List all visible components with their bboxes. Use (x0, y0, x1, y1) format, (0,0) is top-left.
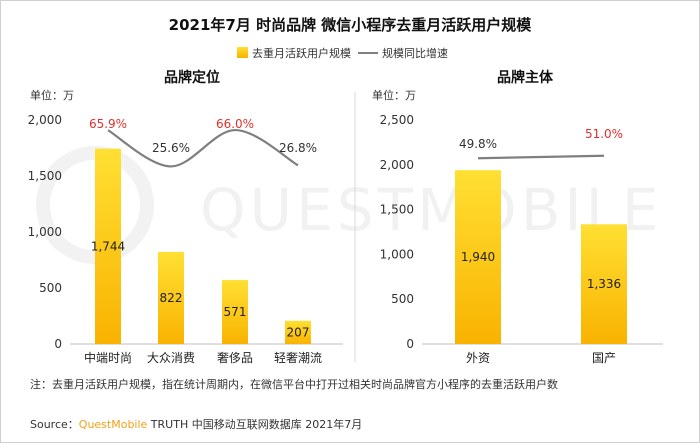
panel-brand-ownership: 品牌主体 单位：万 0 500 1,000 1,500 2,000 2,500 1,940… (372, 69, 663, 365)
unit-label: 单位：万 (30, 88, 74, 102)
footnote: 注：去重月活跃用户规模，指在统计周期内，在微信平台中打开过相关时尚品牌官方小程序… (30, 377, 558, 391)
y-tick-label: 0 (54, 337, 62, 351)
bar (581, 224, 627, 344)
category-labels: 外资 国产 (466, 351, 616, 365)
category-label: 国产 (592, 351, 616, 365)
y-tick-label: 1,000 (380, 247, 414, 261)
bar (285, 320, 311, 344)
bar-value-label: 571 (224, 305, 247, 319)
bar-value-label: 1,940 (461, 250, 495, 264)
growth-line-path (107, 128, 299, 168)
growth-rate-label: 25.6% (152, 141, 190, 155)
y-tick-label: 1,500 (28, 169, 62, 183)
growth-rate-label: 65.9% (89, 117, 127, 131)
y-tick-label: 2,000 (28, 113, 62, 127)
bar-value-label: 822 (160, 291, 183, 305)
source-brand: QuestMobile (79, 418, 148, 431)
category-label: 大众消费 (147, 351, 195, 365)
growth-rate-label: 66.0% (216, 117, 254, 131)
growth-labels: 49.8% 51.0% (459, 127, 623, 151)
y-axis-ticks: 0 500 1,000 1,500 2,000 (28, 113, 62, 351)
source-line: Source：QuestMobile TRUTH 中国移动互联网数据库 2021… (30, 417, 362, 431)
y-tick-label: 2,000 (380, 158, 414, 172)
category-label: 奢侈品 (217, 351, 253, 365)
growth-rate-label: 51.0% (585, 127, 623, 141)
bar-group (95, 148, 311, 344)
category-labels: 中端时尚 大众消费 奢侈品 轻奢潮流 (84, 350, 322, 365)
y-tick-label: 1,500 (380, 203, 414, 217)
category-label: 外资 (466, 351, 490, 365)
source-rest: TRUTH 中国移动互联网数据库 2021年7月 (147, 417, 362, 431)
bar-value-label: 1,744 (91, 239, 125, 253)
category-label: 轻奢潮流 (274, 350, 322, 365)
unit-label: 单位：万 (372, 88, 416, 102)
growth-labels: 65.9% 25.6% 66.0% 26.8% (89, 117, 317, 155)
chart-title: 2021年7月 时尚品牌 微信小程序去重月活跃用户规模 (169, 16, 533, 34)
legend-bar-label: 去重月活跃用户规模 (252, 46, 351, 60)
bar-value-label: 1,336 (587, 277, 621, 291)
y-tick-label: 500 (391, 292, 414, 306)
value-labels: 1,744 822 571 207 (91, 239, 310, 339)
y-tick-label: 2,500 (380, 113, 414, 127)
legend: 去重月活跃用户规模 规模同比增速 (237, 46, 448, 60)
growth-line-path (477, 154, 605, 160)
growth-rate-label: 26.8% (279, 141, 317, 155)
bar (158, 251, 184, 344)
category-label: 中端时尚 (84, 350, 132, 365)
bar-group (455, 170, 627, 344)
y-tick-label: 1,000 (28, 225, 62, 239)
legend-line-label: 规模同比增速 (382, 46, 448, 60)
growth-line (107, 128, 299, 168)
panel-title: 品牌主体 (497, 69, 554, 86)
bar-value-label: 207 (287, 325, 310, 339)
bar (95, 148, 121, 344)
bar (222, 280, 248, 344)
growth-rate-label: 49.8% (459, 137, 497, 151)
bar (455, 170, 501, 344)
growth-line (477, 154, 605, 160)
y-axis-ticks: 0 500 1,000 1,500 2,000 2,500 (380, 113, 414, 351)
value-labels: 1,940 1,336 (461, 250, 621, 291)
y-tick-label: 500 (39, 281, 62, 295)
source-prefix: Source： (30, 418, 79, 431)
watermark: QUESTMOBILE (36, 146, 659, 264)
y-tick-label: 0 (406, 337, 414, 351)
panel-brand-positioning: 品牌定位 单位：万 0 500 1,000 1,500 2,000 1,744 822 57… (28, 69, 343, 365)
panel-title: 品牌定位 (164, 69, 220, 86)
legend-bar-swatch (237, 47, 248, 58)
